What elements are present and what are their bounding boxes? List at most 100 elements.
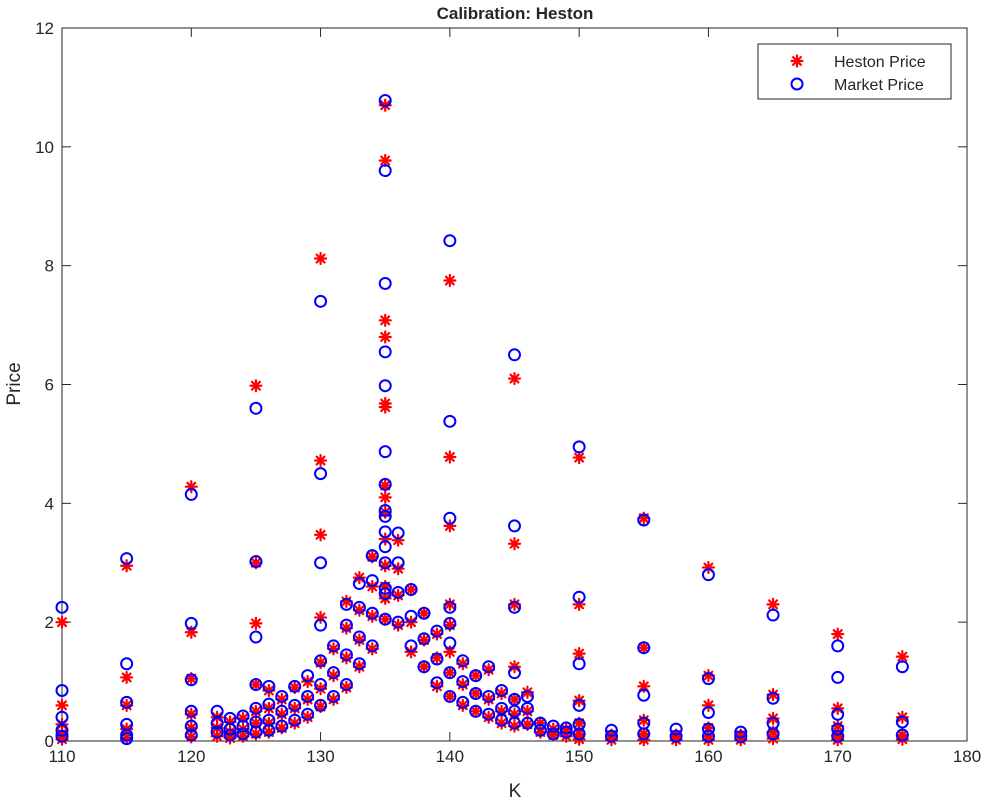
market-price-point xyxy=(443,636,457,650)
market-price-point xyxy=(559,725,573,739)
market-price-point xyxy=(55,723,69,737)
market-price-point xyxy=(430,652,444,666)
heston-price-point xyxy=(55,698,69,712)
heston-price-point xyxy=(313,528,328,542)
heston-price-point xyxy=(469,669,483,683)
market-price-point xyxy=(120,732,134,746)
market-price-point xyxy=(417,632,431,646)
market-price-point xyxy=(766,691,780,705)
market-price-point xyxy=(701,568,715,582)
x-tick-label: 160 xyxy=(694,747,722,766)
x-tick-label: 120 xyxy=(177,747,205,766)
market-price-point xyxy=(604,729,618,743)
heston-price-point xyxy=(378,490,392,504)
market-price-point xyxy=(572,717,586,731)
market-price-point xyxy=(391,526,405,540)
legend: Heston Price Market Price xyxy=(757,43,952,100)
market-price-point xyxy=(701,722,715,736)
market-price-point xyxy=(831,670,845,684)
market-price-point xyxy=(210,716,224,730)
market-price-point xyxy=(572,590,586,604)
market-price-point xyxy=(495,683,509,697)
y-tick-label: 4 xyxy=(45,494,54,513)
market-price-point xyxy=(249,555,263,569)
heston-price-point xyxy=(443,666,457,680)
y-axis-label: Price xyxy=(4,362,25,405)
data-points xyxy=(55,93,909,747)
heston-price-point xyxy=(313,251,328,266)
market-price-point xyxy=(301,707,315,721)
market-price-point xyxy=(895,715,909,729)
market-price-point xyxy=(262,679,276,693)
market-price-point xyxy=(55,710,69,724)
y-tick-label: 2 xyxy=(45,613,54,632)
heston-price-point xyxy=(831,627,845,641)
x-tick-label: 170 xyxy=(824,747,852,766)
heston-price-point xyxy=(404,582,418,597)
heston-price-point xyxy=(249,677,263,692)
market-price-point xyxy=(469,669,483,683)
heston-price-point xyxy=(55,615,69,629)
heston-price-point xyxy=(507,371,522,386)
market-price-point xyxy=(275,719,289,733)
market-price-point xyxy=(249,678,263,692)
market-price-point xyxy=(572,657,586,671)
market-price-point xyxy=(339,618,353,632)
market-price-point xyxy=(443,234,457,248)
market-price-point xyxy=(120,657,134,671)
market-price-point xyxy=(184,616,198,630)
market-price-point xyxy=(352,577,366,591)
market-price-point xyxy=(184,704,198,718)
market-price-point xyxy=(391,556,405,570)
market-price-point xyxy=(249,701,263,715)
market-price-point xyxy=(508,666,521,680)
market-price-point xyxy=(443,666,457,680)
heston-price-point xyxy=(443,273,457,288)
market-price-point xyxy=(637,513,651,527)
market-price-point xyxy=(831,639,845,653)
market-price-point xyxy=(314,467,328,481)
x-tick-label: 110 xyxy=(48,747,75,766)
market-price-point xyxy=(352,630,366,644)
market-price-point xyxy=(288,713,302,727)
market-price-point xyxy=(404,639,418,653)
market-price-point xyxy=(55,683,69,697)
market-price-point xyxy=(417,660,431,674)
market-price-point xyxy=(301,669,315,683)
y-tick-label: 0 xyxy=(45,732,54,751)
heston-price-point xyxy=(766,597,780,611)
heston-price-point xyxy=(469,686,483,701)
market-price-point xyxy=(456,654,470,668)
market-price-point xyxy=(508,519,521,533)
heston-price-point xyxy=(120,670,134,685)
market-price-point xyxy=(533,723,547,737)
market-price-point xyxy=(572,440,586,454)
market-price-point xyxy=(637,641,651,655)
market-price-point xyxy=(55,600,69,614)
y-tick-label: 10 xyxy=(35,138,54,157)
market-price-point xyxy=(637,727,651,741)
market-price-point xyxy=(314,556,328,570)
market-price-point xyxy=(378,525,392,539)
market-price-point xyxy=(391,585,405,599)
market-price-point xyxy=(520,701,534,715)
market-price-point xyxy=(327,639,340,653)
legend-marker-heston xyxy=(790,54,804,68)
heston-price-point xyxy=(378,612,392,626)
market-price-point xyxy=(404,582,418,596)
market-price-point xyxy=(378,379,392,393)
market-price-point xyxy=(314,618,328,632)
market-price-point xyxy=(520,716,534,730)
market-price-point xyxy=(184,728,198,742)
market-price-point xyxy=(430,624,444,638)
market-price-point xyxy=(223,728,237,742)
market-price-point xyxy=(495,713,509,727)
market-price-point xyxy=(508,600,521,614)
market-price-point xyxy=(327,666,340,680)
chart-title: Calibration: Heston xyxy=(437,4,594,23)
market-price-point xyxy=(275,689,289,703)
heston-price-point xyxy=(249,616,263,630)
market-price-point xyxy=(559,721,573,735)
market-price-point xyxy=(378,445,392,459)
market-price-point xyxy=(249,725,263,739)
